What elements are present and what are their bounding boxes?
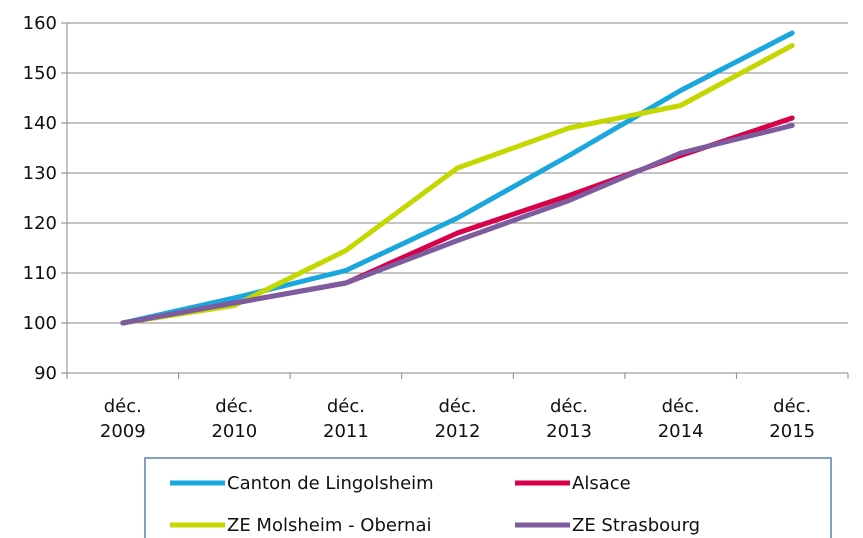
x-tick-label-line: déc. — [215, 396, 253, 417]
legend-box — [144, 457, 832, 538]
y-tick-label: 140 — [23, 113, 57, 134]
x-tick-label-line: 2009 — [100, 421, 146, 442]
x-tick-label-line: déc. — [662, 396, 700, 417]
x-axis-ticks: déc. 2009 déc. 2010 déc. 2011 déc. 2012 déc. 2013… — [100, 396, 815, 442]
legend-label: ZE Molsheim - Obernai — [227, 515, 432, 536]
x-tick-label-line: déc. — [550, 396, 588, 417]
x-tick-label-line: déc. — [438, 396, 476, 417]
x-tick-label-line: déc. — [327, 396, 365, 417]
x-tick-label-line: 2011 — [323, 421, 369, 442]
legend-label: ZE Strasbourg — [572, 515, 700, 536]
x-tick-label-line: déc. — [104, 396, 142, 417]
x-tick-label: déc. 2010 — [211, 396, 257, 442]
x-tick-label: déc. 2011 — [323, 396, 369, 442]
x-tick-label: déc. 2015 — [769, 396, 815, 442]
series-lines — [120, 30, 795, 326]
x-tick-label-line: 2014 — [658, 421, 704, 442]
y-tick-label: 110 — [23, 263, 57, 284]
x-tick-label-line: 2010 — [211, 421, 257, 442]
x-tick-label: déc. 2009 — [100, 396, 146, 442]
y-tick-label: 90 — [34, 363, 57, 384]
legend-label: Alsace — [572, 473, 631, 494]
x-tick-label: déc. 2012 — [435, 396, 481, 442]
y-tick-label: 160 — [23, 13, 57, 34]
legend: Canton de Lingolsheim Alsace ZE Molsheim -… — [144, 457, 832, 538]
x-tick-label: déc. 2013 — [546, 396, 592, 442]
x-tick-label-line: 2015 — [769, 421, 815, 442]
y-tick-label: 100 — [23, 313, 57, 334]
x-tick-label: déc. 2014 — [658, 396, 704, 442]
series-line-3 — [120, 123, 795, 326]
y-axis-ticks: 90 100 110 120 130 140 150 160 — [23, 13, 57, 384]
series-line-0 — [120, 30, 795, 326]
y-tick-label: 120 — [23, 213, 57, 234]
legend-label: Canton de Lingolsheim — [227, 473, 434, 494]
y-tick-label: 150 — [23, 63, 57, 84]
x-tick-label-line: déc. — [773, 396, 811, 417]
x-tick-label-line: 2012 — [435, 421, 481, 442]
x-tick-label-line: 2013 — [546, 421, 592, 442]
y-tick-label: 130 — [23, 163, 57, 184]
